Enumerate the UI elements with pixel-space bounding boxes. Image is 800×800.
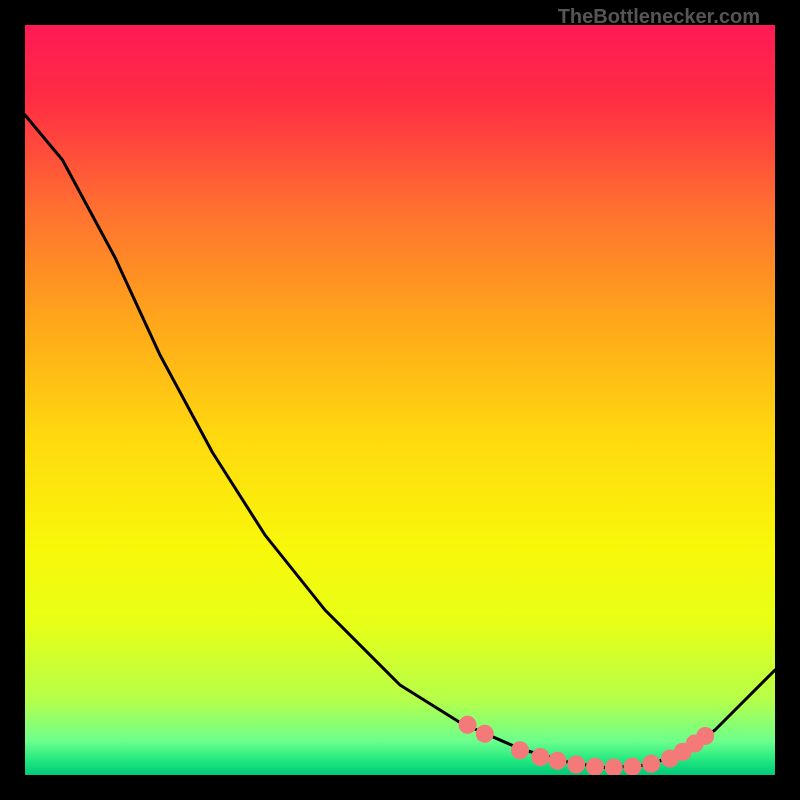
gradient-background [25,25,775,775]
watermark-text: TheBottlenecker.com [558,6,760,29]
chart-container: TheBottlenecker.com [0,0,800,800]
plot-area [25,25,775,775]
